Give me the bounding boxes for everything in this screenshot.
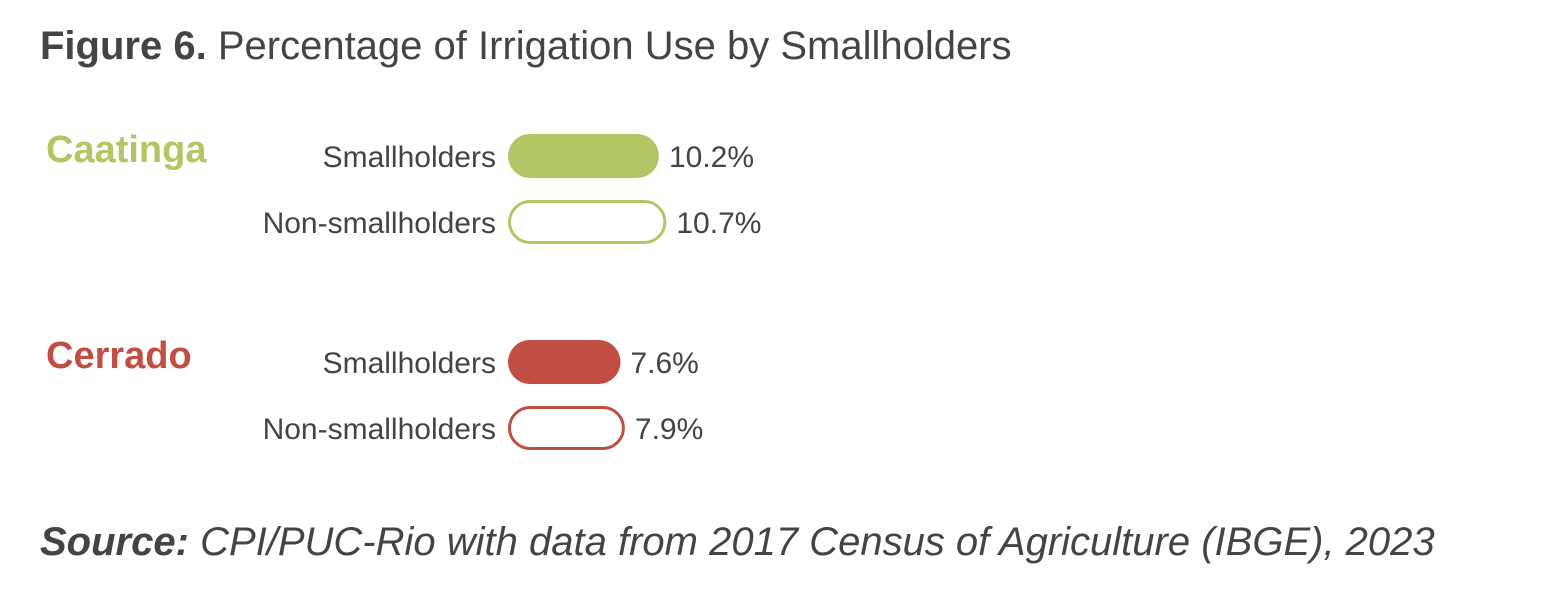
source-text: CPI/PUC-Rio with data from 2017 Census o… <box>200 520 1435 564</box>
source-prefix: Source: <box>40 520 189 564</box>
figure-number: Figure 6. <box>40 24 207 68</box>
value-label-caatinga-non-smallholders: 10.7% <box>676 207 761 240</box>
group-label-cerrado: Cerrado <box>46 335 192 377</box>
category-label-cerrado-smallholders: Smallholders <box>323 347 496 380</box>
category-label-caatinga-non-smallholders: Non-smallholders <box>263 207 496 240</box>
bar-cerrado-non-smallholders <box>508 406 625 450</box>
value-label-caatinga-smallholders: 10.2% <box>669 141 754 174</box>
category-label-cerrado-non-smallholders: Non-smallholders <box>263 413 496 446</box>
value-label-cerrado-smallholders: 7.6% <box>630 347 698 380</box>
source-note: Source: CPI/PUC-Rio with data from 2017 … <box>40 516 1435 568</box>
bar-caatinga-non-smallholders <box>508 200 667 244</box>
figure-title: Figure 6. Percentage of Irrigation Use b… <box>40 20 1012 72</box>
bar-caatinga-smallholders <box>508 134 659 178</box>
bar-cerrado-smallholders <box>508 340 621 384</box>
figure-title-text: Percentage of Irrigation Use by Smallhol… <box>217 24 1012 68</box>
category-label-caatinga-smallholders: Smallholders <box>323 141 496 174</box>
group-label-caatinga: Caatinga <box>46 129 207 171</box>
value-label-cerrado-non-smallholders: 7.9% <box>635 413 703 446</box>
